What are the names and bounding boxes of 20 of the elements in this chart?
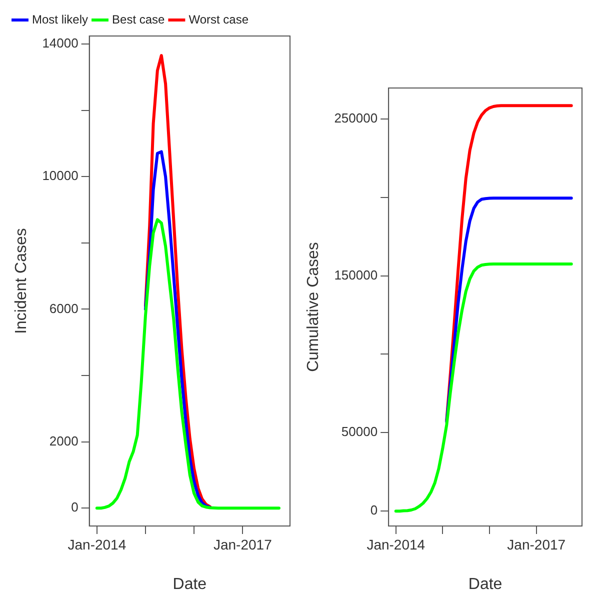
- x-tick-label: Jan-2014: [366, 536, 426, 552]
- x-tick-label: Jan-2017: [213, 536, 272, 552]
- y-axis-title: Incident Cases: [13, 228, 30, 334]
- y-tick-label: 0: [71, 500, 78, 515]
- y-tick-label: 150000: [334, 267, 378, 282]
- y-tick-label: 0: [370, 502, 378, 518]
- y-tick-label: 10000: [42, 168, 78, 184]
- y-tick-label: 2000: [49, 433, 78, 448]
- legend-label: Worst case: [188, 12, 249, 26]
- y-tick-label: 6000: [49, 300, 78, 316]
- x-axis-title: Date: [468, 576, 502, 593]
- legend-label: Most likely: [32, 12, 88, 26]
- y-tick-label: 14000: [42, 36, 78, 51]
- y-tick-label: 250000: [334, 110, 378, 126]
- x-tick-label: Jan-2014: [68, 536, 126, 552]
- x-tick-label: Jan-2017: [507, 536, 566, 552]
- x-axis-title: Date: [172, 576, 207, 593]
- y-axis-title: Cumulative Cases: [305, 242, 322, 372]
- legend-label: Best case: [112, 12, 166, 26]
- y-tick-label: 50000: [341, 424, 378, 440]
